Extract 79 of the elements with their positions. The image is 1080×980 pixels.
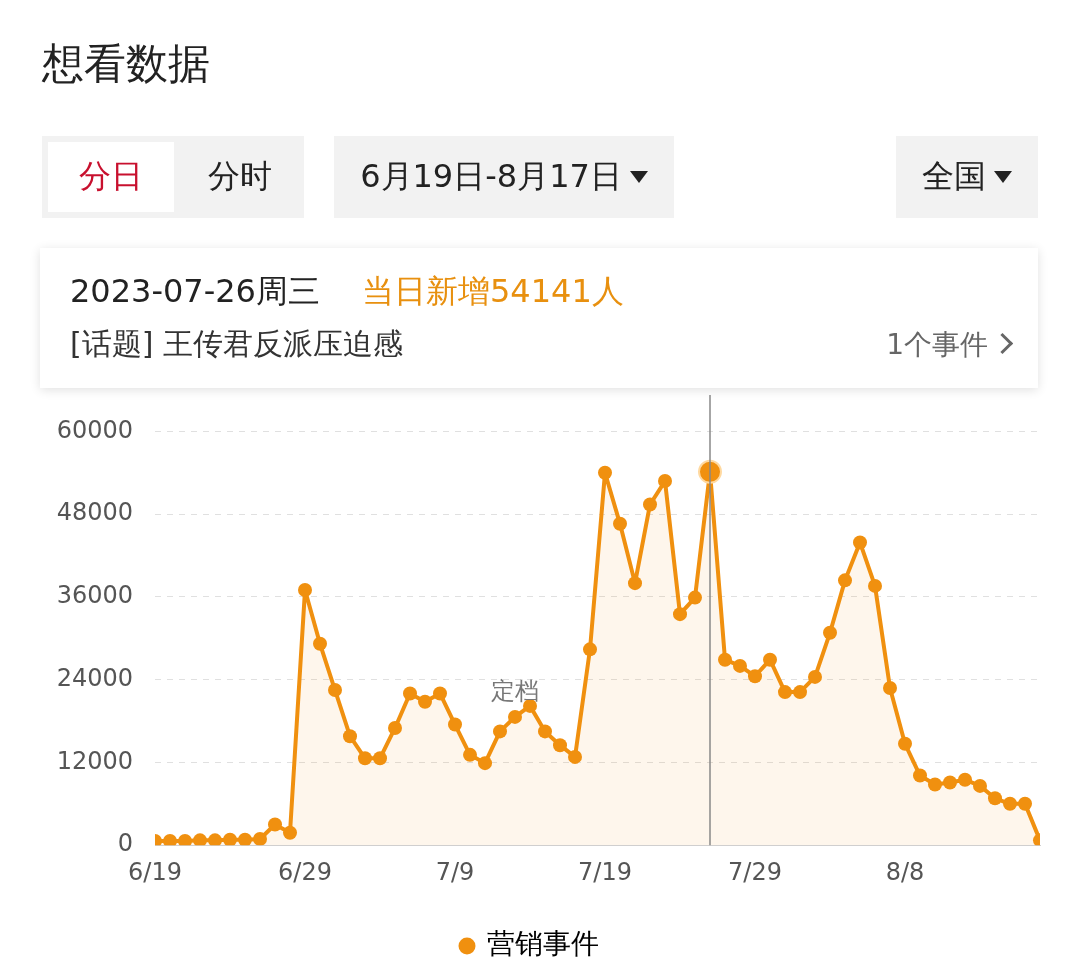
point — [283, 825, 297, 840]
point — [778, 685, 792, 700]
point — [943, 775, 957, 790]
point — [538, 724, 552, 739]
text: 1个事件 — [886, 327, 988, 363]
x-tick-label: 8/8 — [885, 857, 925, 886]
point — [238, 832, 252, 846]
chart-title: 想看数据 — [42, 38, 210, 90]
point — [598, 465, 612, 480]
point — [883, 680, 897, 695]
point — [373, 751, 387, 766]
point — [643, 497, 657, 512]
point — [808, 669, 822, 684]
point — [358, 751, 372, 766]
point — [343, 729, 357, 744]
point — [928, 777, 942, 792]
point — [898, 736, 912, 751]
text: 当日新增54141人 — [362, 271, 624, 312]
text: 2023-07-26周三 — [70, 271, 320, 312]
text: 6月19日-8月17日 — [360, 156, 622, 197]
point — [688, 590, 702, 605]
point — [973, 778, 987, 793]
point — [853, 535, 867, 550]
point — [403, 686, 417, 701]
text: 全国 — [922, 156, 986, 197]
point — [733, 658, 747, 673]
point — [958, 772, 972, 787]
point — [388, 720, 402, 735]
point — [493, 724, 507, 739]
y-tick-label: 0 — [117, 829, 133, 858]
point — [163, 834, 177, 846]
point — [253, 831, 267, 846]
point — [838, 573, 852, 588]
point — [583, 642, 597, 657]
annotation: 定档 — [491, 677, 539, 706]
point — [1003, 796, 1017, 811]
point — [178, 834, 192, 846]
y-tick-label: 24000 — [56, 663, 133, 692]
point — [268, 817, 282, 832]
point — [823, 625, 837, 640]
point — [673, 607, 687, 622]
point — [478, 756, 492, 771]
point — [793, 685, 807, 700]
point — [613, 516, 627, 531]
text: [话题] 王传君反派压迫感 — [70, 325, 403, 363]
point — [913, 768, 927, 783]
text: 分时 — [207, 156, 273, 197]
x-tick-label: 6/29 — [278, 857, 332, 886]
point — [208, 833, 222, 846]
point — [988, 791, 1002, 806]
text: 分日 — [48, 142, 174, 212]
point — [223, 832, 237, 846]
point — [433, 686, 447, 701]
y-tick-label: 12000 — [56, 746, 133, 775]
y-tick-label: 48000 — [56, 498, 133, 527]
point — [568, 749, 582, 764]
point — [313, 636, 327, 651]
x-tick-label: 7/19 — [578, 857, 632, 886]
x-tick-label: 7/29 — [728, 857, 782, 886]
point — [658, 474, 672, 489]
point — [763, 652, 777, 667]
point — [448, 717, 462, 732]
legend-label: 营销事件 — [487, 927, 599, 961]
point — [298, 583, 312, 598]
point — [553, 738, 567, 753]
point — [328, 683, 342, 698]
point — [748, 669, 762, 684]
y-tick-label: 60000 — [56, 415, 133, 444]
point — [193, 833, 207, 846]
point — [1018, 796, 1032, 811]
point — [508, 709, 522, 724]
point — [463, 747, 477, 762]
point — [718, 652, 732, 667]
x-tick-label: 6/19 — [128, 857, 182, 886]
x-tick-label: 7/9 — [435, 857, 475, 886]
point — [868, 578, 882, 593]
y-tick-label: 36000 — [56, 581, 133, 610]
point — [418, 694, 432, 709]
point — [628, 576, 642, 591]
